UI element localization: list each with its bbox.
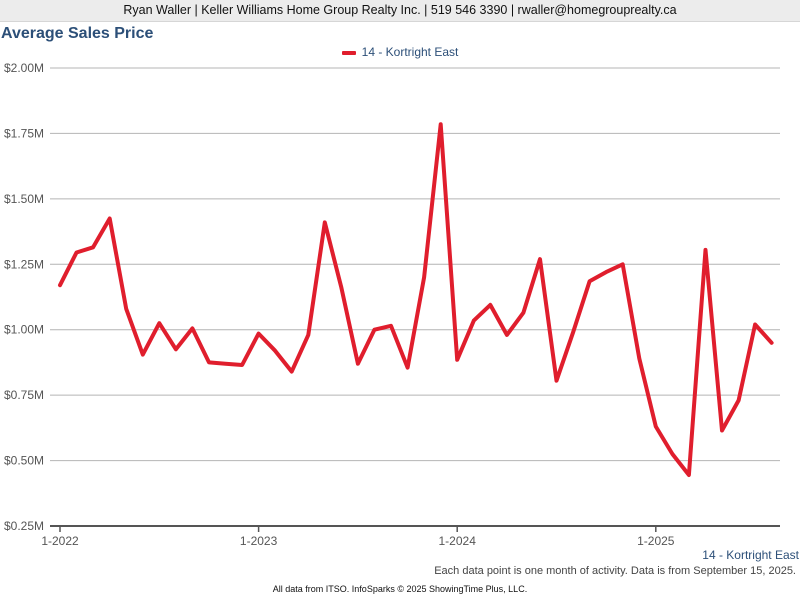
data-point[interactable]: 2023-10 (404, 364, 412, 372)
data-point[interactable]: 2024-08 (569, 328, 577, 336)
data-point[interactable]: 2023-05 (321, 218, 329, 226)
data-point[interactable]: 2023-08 (370, 326, 378, 334)
data-point[interactable]: 2024-05 (519, 309, 527, 317)
data-point[interactable]: 2024-07 (553, 377, 561, 385)
data-point[interactable]: 2025-02 (668, 450, 676, 458)
x-tick-label: 1-2025 (637, 534, 675, 548)
data-point[interactable]: 2024-02 (470, 317, 478, 325)
data-point[interactable]: 2024-12 (635, 355, 643, 363)
data-point[interactable]: 2024-03 (486, 301, 494, 309)
data-point[interactable]: 2025-03 (685, 471, 693, 479)
data-point[interactable]: 2022-03 (89, 243, 97, 251)
data-point[interactable]: 2025-01 (652, 423, 660, 431)
y-tick-label: $0.50M (4, 454, 44, 468)
data-point[interactable]: 2023-06 (337, 284, 345, 292)
chart-legend[interactable]: 14 - Kortright East (0, 45, 800, 59)
data-point[interactable]: 2023-02 (271, 347, 279, 355)
data-point[interactable]: 2025-06 (735, 396, 743, 404)
y-tick-label: $1.75M (4, 126, 44, 140)
legend-swatch (341, 50, 356, 55)
data-point[interactable]: 2023-11 (420, 273, 428, 281)
x-tick-label: 1-2022 (41, 534, 79, 548)
agent-contact-bar: Ryan Waller | Keller Williams Home Group… (0, 0, 800, 22)
data-point[interactable]: 2025-08 (768, 339, 776, 347)
data-point[interactable]: 2022-10 (205, 358, 213, 366)
data-point[interactable]: 2023-09 (387, 322, 395, 330)
data-point[interactable]: 2023-01 (255, 330, 263, 338)
data-note: Each data point is one month of activity… (434, 565, 796, 577)
data-point[interactable]: 2023-12 (437, 120, 445, 128)
data-point[interactable]: 2025-05 (718, 426, 726, 434)
series-end-label: 14 - Kortright East (702, 548, 799, 562)
data-point[interactable]: 2024-11 (619, 260, 627, 268)
legend-label: 14 - Kortright East (361, 45, 459, 59)
data-point[interactable]: 2022-06 (139, 351, 147, 359)
agent-contact-text: Ryan Waller | Keller Williams Home Group… (123, 3, 677, 17)
data-point[interactable]: 2022-12 (238, 361, 246, 369)
data-point[interactable]: 2025-04 (701, 246, 709, 254)
series-line[interactable] (58, 122, 774, 477)
data-point[interactable]: 2023-04 (304, 331, 312, 339)
x-tick-label: 1-2023 (240, 534, 278, 548)
data-point[interactable]: 2022-08 (172, 345, 180, 353)
data-point[interactable]: 2024-09 (586, 277, 594, 285)
data-point[interactable]: 2022-11 (222, 360, 230, 368)
y-tick-label: $1.25M (4, 257, 44, 271)
chart-title: Average Sales Price (1, 25, 154, 42)
data-point[interactable]: 2024-04 (503, 331, 511, 339)
y-tick-label: $0.75M (4, 388, 44, 402)
data-point[interactable]: 2023-07 (354, 360, 362, 368)
data-point[interactable]: 2022-09 (188, 324, 196, 332)
data-point[interactable]: 2022-01 (56, 281, 64, 289)
y-tick-label: $2.00M (4, 61, 44, 75)
y-tick-label: $1.00M (4, 323, 44, 337)
data-point[interactable]: 2022-02 (73, 249, 81, 257)
data-point[interactable]: 2024-10 (602, 268, 610, 276)
data-point[interactable]: 2024-06 (536, 255, 544, 263)
data-point[interactable]: 2023-03 (288, 368, 296, 376)
data-point[interactable]: 2024-01 (453, 356, 461, 364)
y-tick-label: $0.25M (4, 519, 44, 533)
y-tick-label: $1.50M (4, 192, 44, 206)
x-tick-label: 1-2024 (439, 534, 477, 548)
data-point[interactable]: 2022-05 (122, 305, 130, 313)
data-point[interactable]: 2022-04 (106, 214, 114, 222)
data-point[interactable]: 2025-07 (751, 320, 759, 328)
data-credit: All data from ITSO. InfoSparks © 2025 Sh… (272, 584, 528, 594)
data-point[interactable]: 2022-07 (155, 319, 163, 327)
